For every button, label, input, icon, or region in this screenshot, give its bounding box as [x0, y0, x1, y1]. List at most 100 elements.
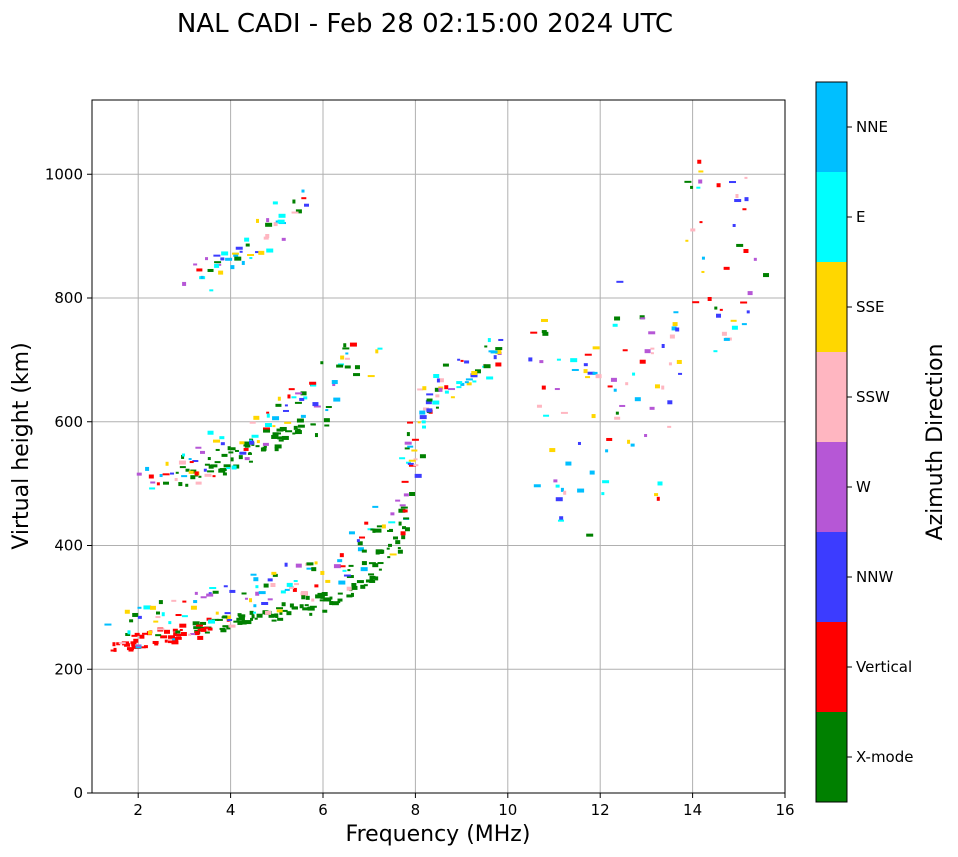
echo-point	[190, 475, 196, 480]
echo-point	[332, 383, 336, 387]
echo-point	[271, 619, 277, 622]
echo-point	[648, 331, 656, 335]
echo-point	[601, 492, 605, 496]
echo-point	[337, 601, 341, 604]
echo-point	[269, 614, 274, 617]
echo-point	[197, 628, 202, 631]
echo-point	[270, 582, 276, 587]
echo-point	[356, 580, 364, 584]
echo-point	[322, 609, 328, 613]
echo-point	[589, 470, 595, 475]
echo-point	[297, 424, 305, 428]
echo-point	[305, 595, 310, 600]
echo-point	[287, 394, 291, 399]
echo-point	[249, 610, 254, 615]
echo-point	[375, 551, 380, 555]
echo-point	[215, 448, 220, 451]
echo-point	[299, 397, 305, 401]
echo-point	[203, 626, 209, 629]
echo-point	[490, 350, 498, 354]
echo-point	[583, 369, 588, 374]
data-points	[104, 159, 770, 652]
echo-point	[265, 234, 270, 239]
echo-point	[403, 493, 409, 497]
echo-point	[131, 642, 136, 647]
echo-point	[179, 628, 183, 631]
echo-point	[319, 599, 325, 602]
echo-point	[560, 487, 564, 492]
echo-point	[404, 441, 412, 445]
echo-point	[398, 508, 406, 513]
echo-point	[243, 447, 249, 451]
y-tick-label: 400	[54, 537, 83, 555]
echo-point	[639, 315, 645, 320]
echo-point	[220, 442, 225, 446]
echo-point	[195, 481, 202, 485]
echo-point	[456, 386, 462, 389]
echo-point	[178, 460, 186, 465]
echo-point	[591, 414, 596, 419]
echo-point	[250, 573, 257, 576]
echo-point	[313, 405, 321, 408]
echo-point	[678, 372, 683, 375]
echo-point	[193, 263, 198, 266]
echo-point	[361, 561, 367, 566]
echo-point	[465, 378, 473, 381]
echo-point	[176, 633, 182, 637]
echo-point	[373, 564, 377, 567]
echo-point	[432, 400, 440, 405]
echo-point	[221, 251, 229, 256]
echo-point	[207, 627, 213, 631]
echo-point	[698, 170, 704, 173]
echo-point	[292, 432, 296, 435]
echo-point	[324, 424, 330, 427]
echo-point	[188, 633, 192, 636]
echo-point	[241, 592, 247, 595]
echo-point	[226, 467, 231, 470]
echo-point	[159, 474, 163, 478]
echo-point	[435, 394, 440, 398]
echo-point	[300, 414, 306, 418]
echo-point	[417, 388, 424, 391]
echo-point	[422, 425, 427, 429]
echo-point	[411, 438, 419, 441]
echo-point	[353, 373, 361, 377]
echo-point	[541, 385, 546, 390]
echo-point	[266, 413, 270, 418]
echo-point	[323, 418, 330, 423]
echo-point	[277, 219, 285, 224]
echo-point	[258, 250, 265, 255]
echo-point	[214, 263, 220, 268]
echo-point	[244, 457, 250, 461]
echo-point	[208, 464, 214, 469]
y-tick-label: 0	[73, 784, 83, 802]
x-axis-label: Frequency (MHz)	[346, 822, 531, 847]
echo-point	[407, 421, 414, 424]
colorbar-segment	[816, 172, 847, 262]
echo-point	[207, 268, 214, 272]
echo-point	[605, 449, 609, 453]
echo-point	[419, 454, 426, 459]
echo-point	[329, 601, 334, 606]
echo-point	[536, 404, 542, 408]
echo-point	[734, 199, 742, 203]
echo-point	[153, 620, 159, 623]
echo-point	[336, 364, 344, 368]
echo-point	[293, 425, 298, 430]
echo-point	[249, 421, 256, 424]
echo-point	[181, 615, 188, 618]
echo-point	[182, 600, 187, 603]
echo-point	[239, 451, 247, 455]
echo-point	[331, 601, 339, 606]
echo-point	[278, 439, 284, 442]
echo-point	[456, 381, 463, 385]
echo-point	[143, 645, 148, 649]
echo-point	[649, 406, 655, 410]
echo-point	[656, 496, 660, 501]
echo-point	[701, 256, 705, 260]
echo-point	[194, 591, 198, 595]
echo-point	[337, 598, 343, 602]
echo-point	[723, 337, 730, 341]
echo-point	[320, 361, 324, 365]
